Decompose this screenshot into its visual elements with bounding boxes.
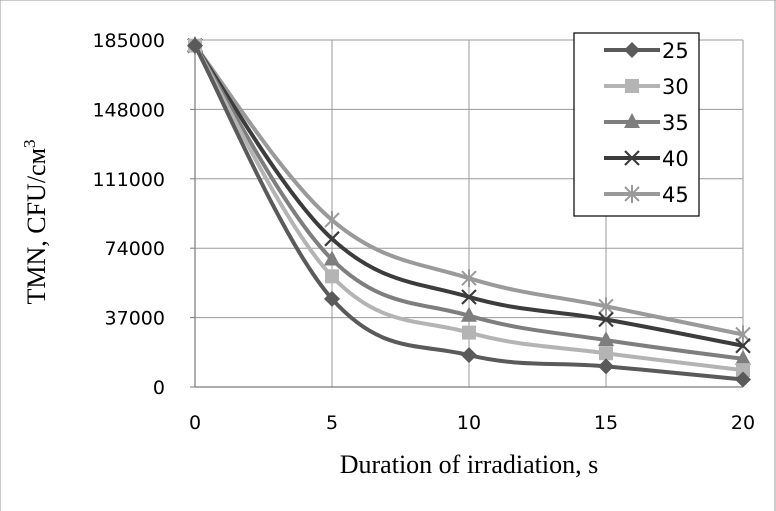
y-axis-title: TMN, CFU/см3: [20, 139, 51, 304]
series-25-point-3-shape: [598, 358, 614, 375]
series-25-point-1-shape: [324, 290, 340, 307]
x-tick-label-3: 15: [594, 412, 618, 434]
series-35-point-4-shape: [735, 349, 751, 365]
x-axis-title: Duration of irradiation, s: [340, 450, 599, 479]
legend-marker-40-stroke-b: [624, 150, 640, 166]
series-30-point-4: [736, 363, 750, 378]
series-35-point-1: [324, 250, 340, 266]
y-tick-label-1: 37000: [105, 308, 165, 330]
legend-marker-45: [624, 185, 640, 203]
y-tick-label-4: 148000: [92, 99, 165, 121]
series-35-point-3-shape: [598, 331, 614, 347]
series-25-point-0: [187, 37, 203, 54]
x-tick-label-0: 0: [189, 412, 201, 434]
legend-label-30: 30: [662, 75, 689, 99]
axes: 0 37000 74000 111000 148000 185000 0 5 10 15 20: [92, 30, 755, 434]
series-25-point-2-shape: [461, 347, 477, 364]
legend-marker-30-shape: [625, 79, 639, 93]
series-45-line: [193, 43, 745, 337]
y-tick-label-3: 111000: [92, 169, 165, 191]
series-25-point-1: [324, 290, 340, 307]
legend-marker-35-shape: [624, 113, 640, 128]
series-35-line: [193, 43, 745, 361]
series-30-point-2: [462, 325, 476, 340]
series-45-point-4: [735, 325, 751, 344]
series-25-point-4-shape: [735, 371, 751, 388]
series-25-point-4: [735, 371, 751, 388]
series-35-point-2: [461, 306, 477, 322]
legend-box: [573, 32, 700, 217]
series-45-point-2: [461, 269, 477, 288]
legend: 25 30 35 40 45: [573, 32, 700, 217]
series-40-point-3: [598, 311, 614, 328]
series-35-point-3: [598, 331, 614, 347]
legend-marker-25: [624, 42, 640, 58]
series-30-point-1: [325, 269, 339, 284]
legend-item-25: 25: [604, 39, 689, 63]
legend-marker-25-shape: [624, 42, 640, 58]
y-axis-title-superscript: 3: [20, 139, 39, 148]
y-tick-label-2: 74000: [105, 238, 165, 260]
series-40-point-3-stroke-b: [598, 311, 614, 328]
legend-item-40: 40: [604, 147, 689, 171]
series-30-point-4-shape: [736, 363, 750, 378]
series-40: [187, 37, 751, 354]
y-axis-title-main: TMN, CFU/см: [22, 148, 51, 305]
series-40-point-2: [461, 289, 477, 305]
series-35-point-2-shape: [461, 306, 477, 322]
series-45-point-3: [598, 297, 614, 316]
series-25: [187, 37, 751, 388]
series-25-point-0-shape: [187, 37, 203, 54]
series-30-line: [193, 43, 745, 373]
series-40-line: [193, 43, 745, 348]
series-25-point-3: [598, 358, 614, 375]
legend-item-45: 45: [604, 183, 689, 207]
series-30-point-1-shape: [325, 269, 339, 284]
series-40-point-1: [324, 231, 340, 247]
series: [187, 36, 751, 388]
y-tick-label-0: 0: [153, 377, 165, 399]
x-tick-label-1: 5: [326, 412, 338, 434]
legend-label-25: 25: [662, 39, 689, 63]
series-40-point-4-stroke-b: [735, 337, 751, 354]
y-tick-label-5: 185000: [92, 30, 165, 52]
legend-label-45: 45: [662, 183, 689, 207]
legend-item-30: 30: [604, 75, 689, 99]
x-tick-label-4: 20: [731, 412, 755, 434]
series-25-line: [193, 43, 745, 382]
series-30-point-2-shape: [462, 325, 476, 340]
series-35-point-1-shape: [324, 250, 340, 266]
series-40-point-4: [735, 337, 751, 354]
series-35-point-4: [735, 349, 751, 365]
series-30-point-3: [599, 346, 613, 361]
legend-marker-35: [624, 113, 640, 128]
series-25-point-2: [461, 347, 477, 364]
legend-label-35: 35: [662, 111, 689, 135]
legend-marker-30: [625, 79, 639, 93]
series-30-point-3-shape: [599, 346, 613, 361]
legend-item-35: 35: [604, 111, 689, 135]
legend-marker-40: [624, 150, 640, 166]
x-tick-label-2: 10: [457, 412, 481, 434]
series-40-point-2-stroke-b: [461, 289, 477, 305]
legend-label-40: 40: [662, 147, 689, 171]
series-45-point-1: [324, 211, 340, 230]
series-40-point-1-stroke-b: [324, 231, 340, 247]
